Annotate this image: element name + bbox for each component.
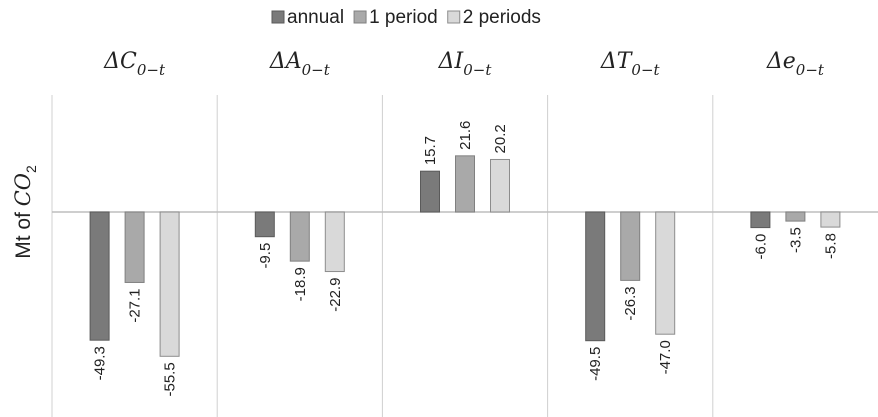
bar <box>490 158 510 213</box>
category-label: ΔT0−t <box>600 49 661 79</box>
category-label: Δe0−t <box>766 49 825 79</box>
legend-swatch <box>353 10 367 24</box>
legend-swatch <box>271 10 285 24</box>
data-label: -55.5 <box>162 362 179 396</box>
data-label: 21.6 <box>457 121 474 150</box>
data-label: -18.9 <box>292 267 309 301</box>
bar <box>820 211 841 228</box>
bar <box>750 211 771 229</box>
bar <box>159 211 180 357</box>
category-subscript: 0−t <box>796 61 825 79</box>
y-axis-label-part: Mt of <box>12 206 35 259</box>
legend-label: 1 period <box>369 7 438 28</box>
category-subscript: 0−t <box>463 61 492 79</box>
category-subscript: 0−t <box>631 61 660 79</box>
data-label: -9.5 <box>257 243 274 269</box>
category-symbol: ΔC <box>103 49 137 74</box>
data-label: -5.8 <box>822 233 839 259</box>
category-symbol: ΔT <box>600 49 634 74</box>
data-label: -49.3 <box>92 346 109 380</box>
y-axis-label-part: 2 <box>23 165 39 173</box>
data-label: -49.5 <box>587 347 604 381</box>
category-symbol: ΔI <box>438 49 465 74</box>
data-label: -6.0 <box>752 234 769 260</box>
bar <box>289 211 310 262</box>
data-label: -26.3 <box>622 286 639 320</box>
legend-label: annual <box>287 7 344 28</box>
legend: annual 1 period 2 periods <box>271 7 541 28</box>
bar <box>455 155 475 213</box>
legend-label: 2 periods <box>463 7 541 28</box>
legend-swatch <box>447 10 461 24</box>
bar <box>254 211 275 238</box>
data-label: -27.1 <box>127 288 144 322</box>
data-label: 20.2 <box>492 124 509 153</box>
data-label: 15.7 <box>422 136 439 165</box>
category-label: ΔA0−t <box>269 49 331 79</box>
bar <box>420 170 440 213</box>
category-symbol: ΔA <box>269 49 302 74</box>
bar <box>89 211 110 341</box>
y-axis-label: Mt of CO2 <box>11 165 39 259</box>
bar <box>124 211 145 283</box>
bar <box>620 211 641 281</box>
category-label: ΔC0−t <box>103 49 166 79</box>
category-subscript: 0−t <box>302 61 331 79</box>
bar <box>585 211 606 342</box>
category-subscript: 0−t <box>137 61 166 79</box>
data-label: -47.0 <box>657 340 674 374</box>
bar <box>324 211 345 273</box>
category-symbol: Δe <box>766 49 796 74</box>
data-label: -22.9 <box>327 278 344 312</box>
bar <box>655 211 676 335</box>
y-axis-label-part: CO <box>11 173 35 206</box>
data-label: -3.5 <box>787 227 804 253</box>
category-label: ΔI0−t <box>438 49 493 79</box>
bar <box>785 211 806 222</box>
